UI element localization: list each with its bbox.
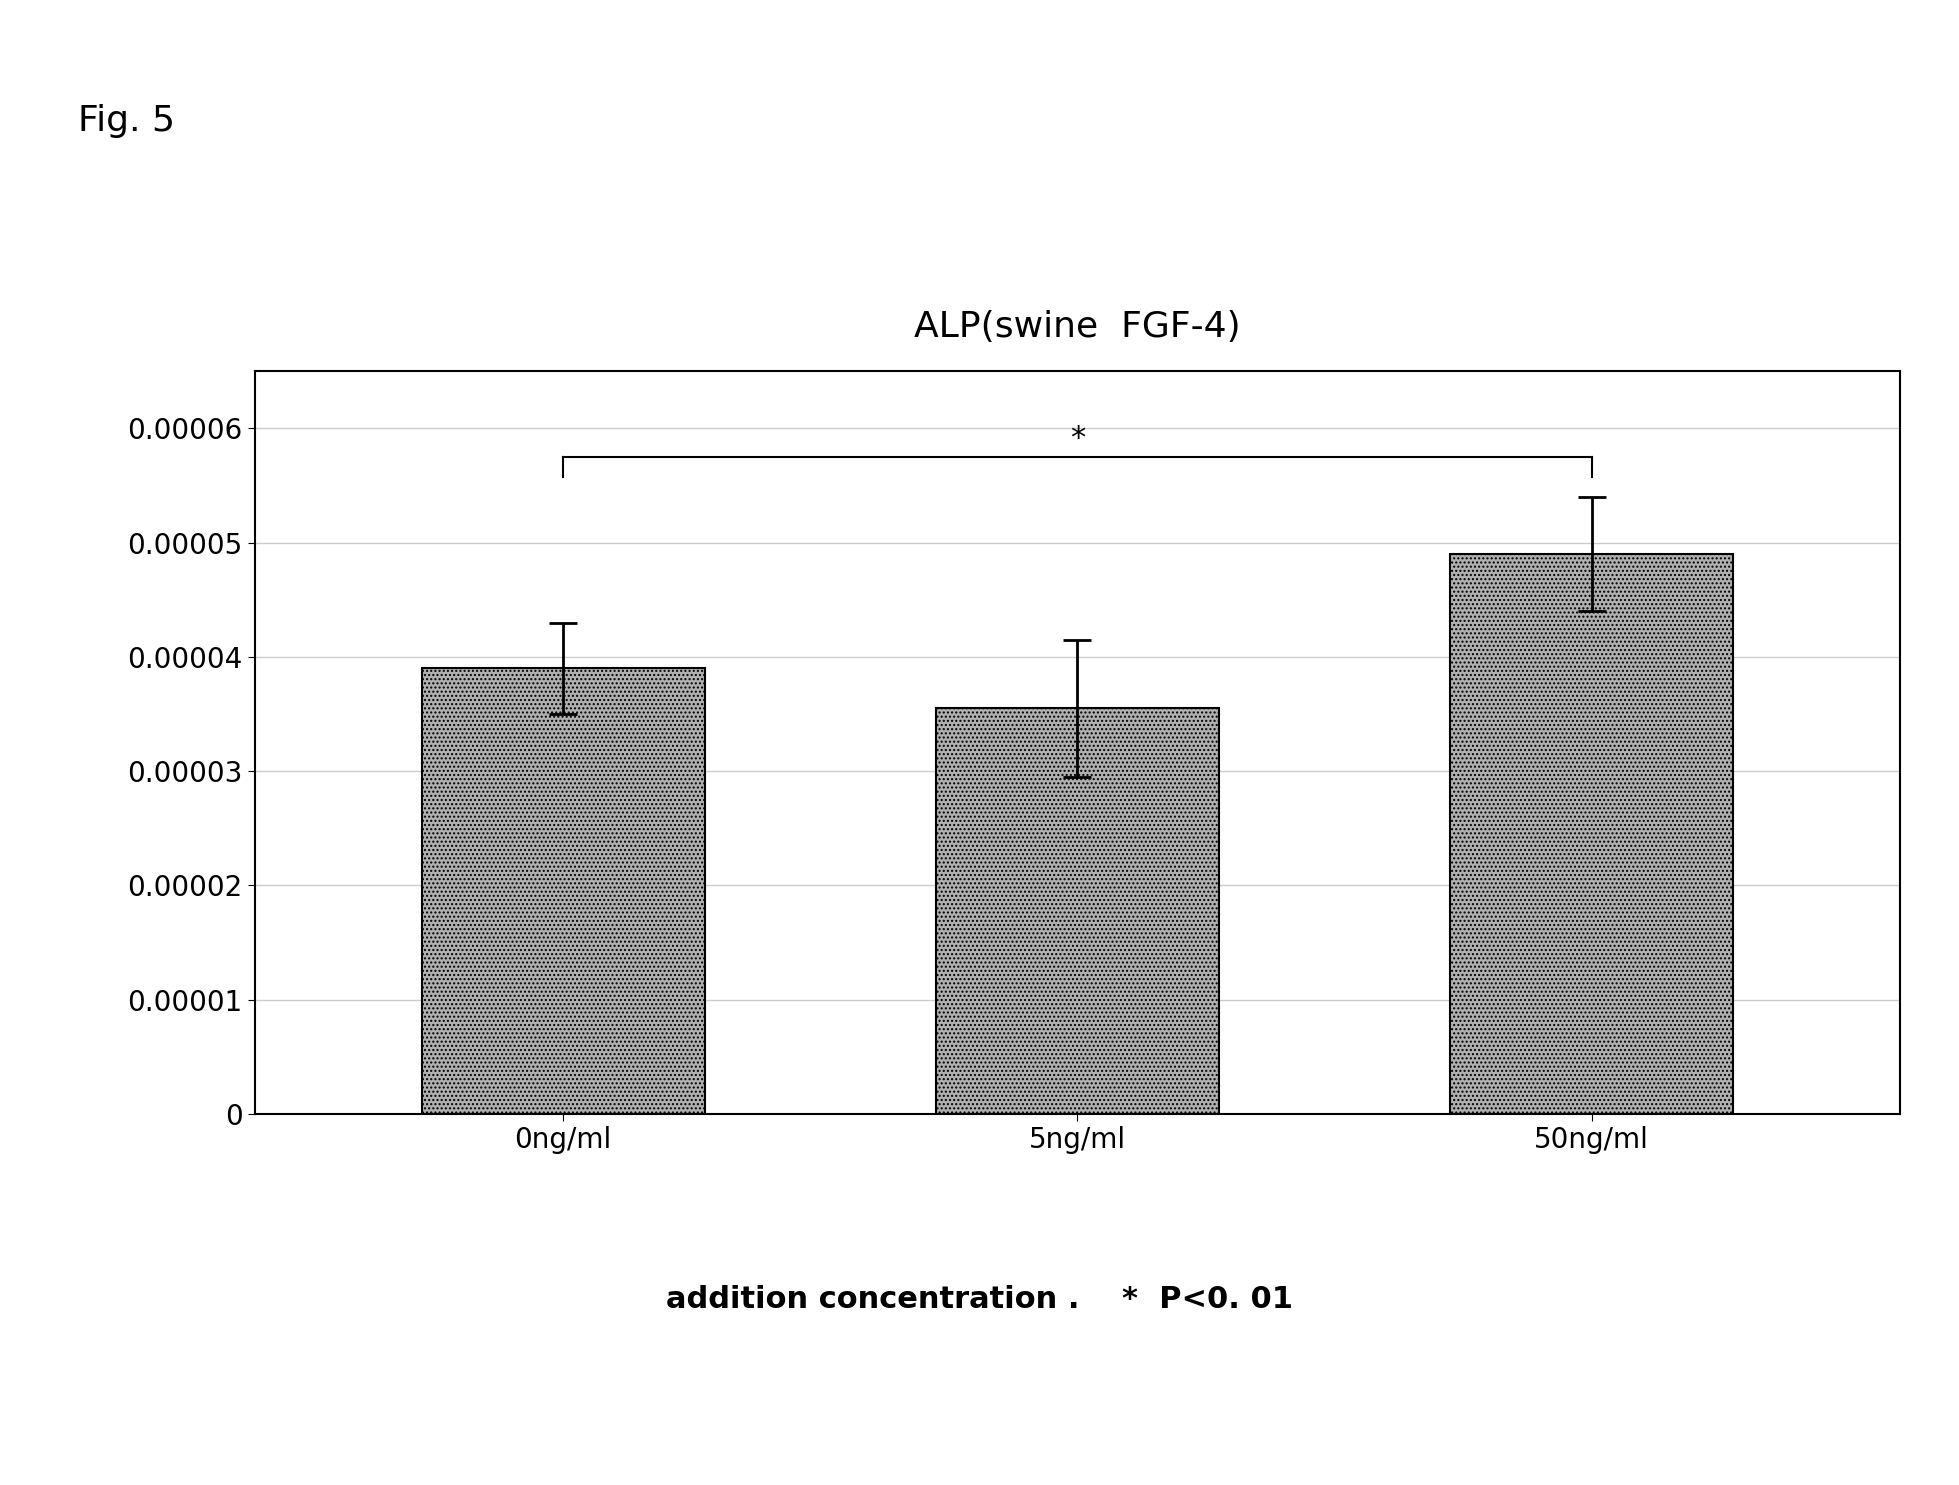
Bar [1450,554,1734,1114]
Text: addition concentration .    *  P<0. 01: addition concentration . * P<0. 01 [666,1285,1293,1314]
Text: *: * [1070,425,1085,453]
Bar [936,708,1218,1114]
Title: ALP(swine  FGF-4): ALP(swine FGF-4) [915,309,1240,343]
Bar [421,668,705,1114]
Text: Fig. 5: Fig. 5 [78,104,176,138]
